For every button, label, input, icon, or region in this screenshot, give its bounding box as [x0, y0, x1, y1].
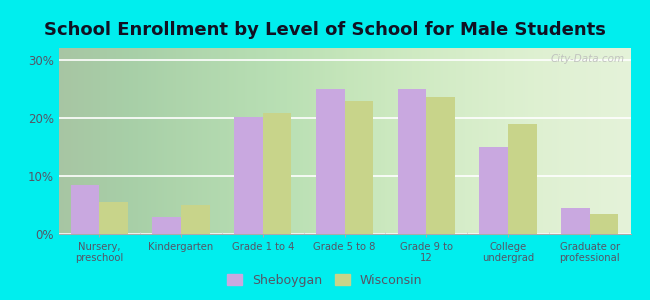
Bar: [590, 214, 618, 234]
Bar: [344, 101, 373, 234]
Bar: [316, 89, 344, 234]
Bar: [234, 117, 263, 234]
Bar: [426, 98, 455, 234]
Bar: [508, 124, 536, 234]
Text: City-Data.com: City-Data.com: [551, 54, 625, 64]
Legend: Sheboygan, Wisconsin: Sheboygan, Wisconsin: [224, 270, 426, 291]
Bar: [561, 208, 590, 234]
Bar: [263, 113, 291, 234]
Text: School Enrollment by Level of School for Male Students: School Enrollment by Level of School for…: [44, 21, 606, 39]
Bar: [479, 147, 508, 234]
Bar: [398, 89, 426, 234]
Bar: [181, 205, 210, 234]
Bar: [99, 202, 128, 234]
Bar: [153, 217, 181, 234]
Bar: [71, 184, 99, 234]
